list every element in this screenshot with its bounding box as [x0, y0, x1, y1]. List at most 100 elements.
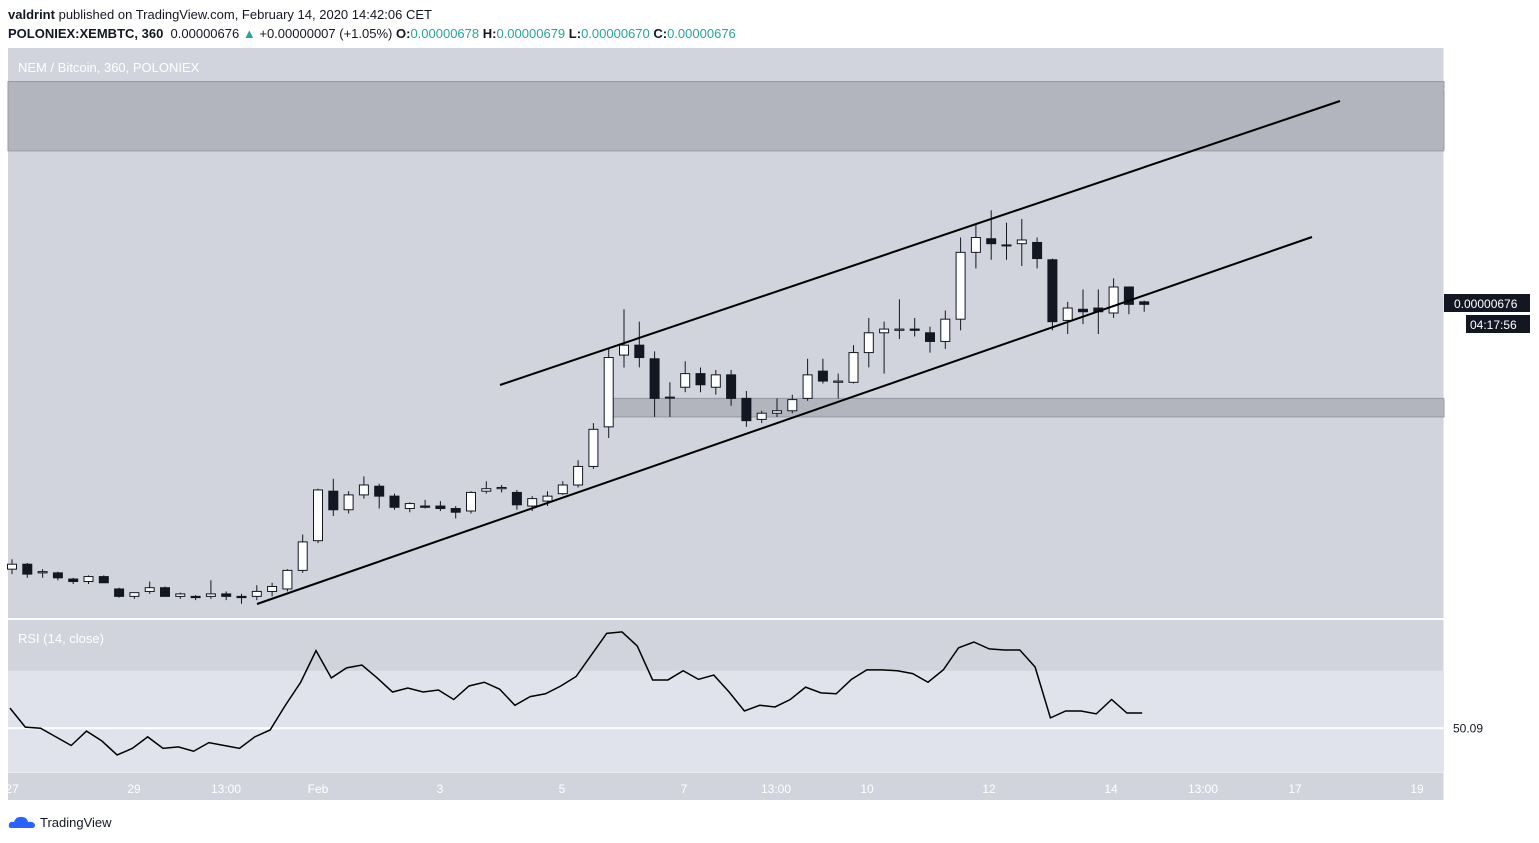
candle-down: [420, 505, 431, 508]
y-tick-label: 0.00000550: [1454, 453, 1518, 467]
candle-down: [741, 397, 752, 422]
candle-up: [129, 592, 140, 597]
y-tick-label: 0.00000750: [1454, 206, 1518, 220]
countdown-label: 04:17:56: [1470, 318, 1517, 332]
x-tick-label: 5: [559, 782, 566, 796]
candle-up: [680, 373, 691, 388]
candle-down: [190, 595, 201, 599]
rsi-tick-label: 40.00: [1454, 750, 1484, 764]
candle-up: [358, 484, 369, 496]
x-tick-label: 10: [860, 782, 874, 796]
candle-up: [603, 357, 614, 428]
candle-up: [1001, 244, 1012, 247]
candle-down: [22, 563, 33, 575]
candle-up: [833, 380, 844, 383]
candle-up: [664, 396, 675, 399]
rsi-value-box: [1444, 719, 1496, 738]
tradingview-logo: TradingView: [8, 814, 112, 830]
candle-up: [1108, 286, 1119, 314]
candle-down: [649, 358, 660, 399]
channel-upper-line: [499, 100, 1341, 386]
x-tick-label: 29: [127, 782, 141, 796]
candle-down: [1032, 241, 1043, 260]
candle-up: [267, 585, 278, 592]
candle-up: [297, 541, 308, 571]
symbol-info: POLONIEX:XEMBTC, 360 0.00000676 ▲ +0.000…: [8, 26, 736, 41]
candle-up: [205, 593, 216, 597]
candle-down: [817, 370, 828, 382]
candle-up: [313, 489, 323, 542]
candle-up: [7, 563, 17, 570]
countdown-box: [1466, 315, 1530, 333]
candle-down: [114, 588, 125, 597]
candle-down: [68, 578, 79, 583]
y-tick-label: 0.00000500: [1454, 515, 1518, 529]
change: +0.00000007 (+1.05%): [259, 26, 393, 41]
candle-up: [557, 484, 568, 495]
x-tick-label: 17: [1288, 782, 1302, 796]
candle-up: [251, 590, 262, 597]
candle-up: [37, 571, 48, 574]
y-tick-label: 0.00000800: [1454, 144, 1518, 158]
candle-down: [52, 572, 63, 579]
candle-up: [802, 374, 813, 399]
candle-up: [1062, 307, 1073, 321]
rsi-value-label: 50.09: [1453, 721, 1483, 735]
candle-down: [986, 238, 997, 245]
candle-down: [1047, 259, 1058, 323]
candle-down: [1078, 308, 1088, 313]
low: 0.00000670: [581, 26, 650, 41]
candle-up: [496, 486, 507, 490]
candle-down: [1123, 286, 1134, 305]
cloud-icon: [8, 816, 35, 828]
open: 0.00000678: [410, 26, 480, 41]
candle-down: [236, 595, 247, 599]
x-tick-label: 12: [982, 782, 996, 796]
candle-down: [374, 485, 385, 497]
candle-down: [160, 587, 170, 597]
candle-down: [634, 344, 645, 359]
x-tick-label: 14: [1104, 782, 1118, 796]
candle-down: [435, 505, 446, 510]
x-tick-label: 13:00: [211, 782, 241, 796]
x-tick-label: Feb: [308, 782, 329, 796]
candle-down: [925, 332, 935, 342]
candle-down: [221, 593, 232, 597]
publish-info: valdrint published on TradingView.com, F…: [8, 7, 432, 22]
chart-title: NEM / Bitcoin, 360, POLONIEX: [18, 60, 200, 75]
candle-up: [481, 488, 492, 492]
last-price: 0.00000676: [170, 26, 240, 41]
candle-up: [144, 587, 155, 592]
last-price-box: [1444, 294, 1530, 312]
rsi-tick-label: 60.00: [1454, 693, 1484, 707]
high: 0.00000679: [496, 26, 566, 41]
x-tick-label: 13:00: [761, 782, 791, 796]
candle-up: [894, 328, 905, 331]
candle-up: [343, 494, 354, 511]
y-tick-label: 0.00000600: [1454, 391, 1518, 405]
channel-lower-line: [256, 236, 1313, 605]
candle-up: [175, 593, 186, 597]
author: valdrint: [8, 7, 55, 22]
candle-down: [909, 328, 920, 331]
x-tick-label: 7: [681, 782, 688, 796]
candle-up: [83, 576, 94, 583]
candle-up: [879, 328, 890, 334]
candle-up: [588, 428, 599, 467]
up-arrow-icon: ▲: [242, 26, 256, 41]
time-axis[interactable]: [8, 772, 1444, 800]
candle-down: [726, 374, 737, 399]
zone-0: [7, 81, 1445, 152]
candle-up: [848, 352, 859, 383]
candle-up: [542, 495, 553, 502]
rsi-band: [8, 670, 1444, 772]
candle-up: [955, 251, 966, 320]
published-text: published on TradingView.com, February 1…: [58, 7, 432, 22]
candle-up: [527, 498, 538, 507]
candle-up: [772, 410, 782, 414]
candle-up: [573, 465, 584, 486]
candle-up: [282, 569, 293, 590]
candle-up: [466, 491, 476, 512]
y-tick-label: 0.00000450: [1454, 577, 1518, 591]
